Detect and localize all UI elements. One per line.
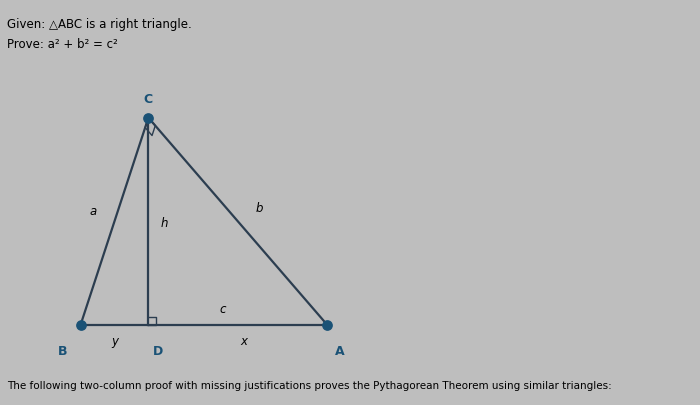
Text: y: y [111, 335, 118, 348]
Text: C: C [144, 93, 153, 106]
Text: h: h [161, 217, 168, 230]
Text: A: A [335, 345, 344, 358]
Point [75, 322, 86, 328]
Point [143, 115, 154, 121]
Text: a: a [90, 205, 97, 218]
Text: D: D [153, 345, 163, 358]
Text: B: B [57, 345, 67, 358]
Text: Given: △ABC is a right triangle.: Given: △ABC is a right triangle. [7, 18, 192, 31]
Text: The following two-column proof with missing justifications proves the Pythagorea: The following two-column proof with miss… [7, 381, 612, 391]
Text: b: b [256, 202, 263, 215]
Text: c: c [219, 303, 225, 316]
Text: x: x [240, 335, 247, 348]
Point [321, 322, 332, 328]
Text: Prove: a² + b² = c²: Prove: a² + b² = c² [7, 38, 118, 51]
